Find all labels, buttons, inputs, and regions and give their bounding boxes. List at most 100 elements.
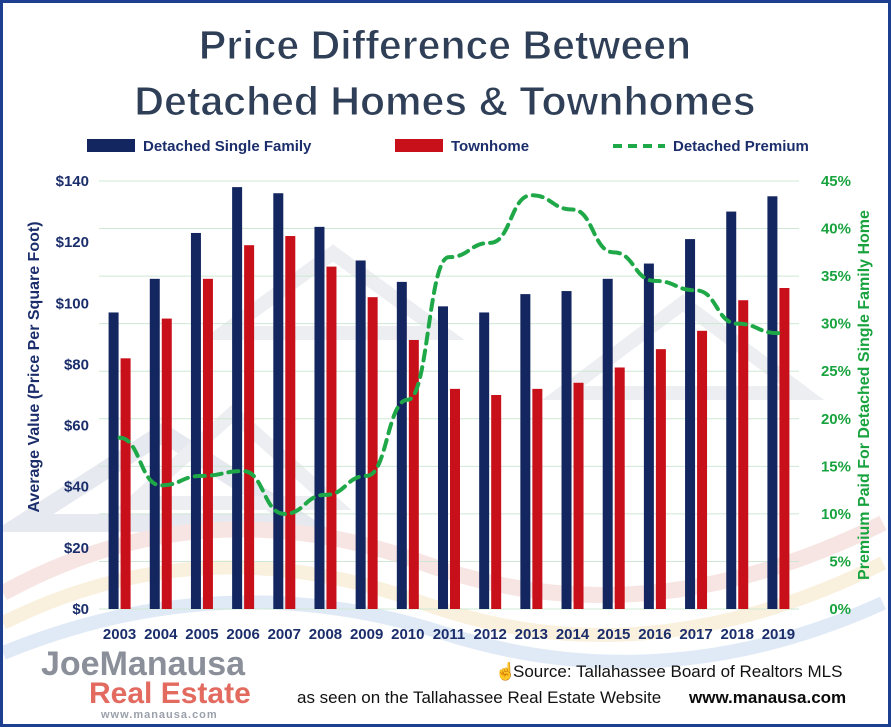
left-tick-label: $40 bbox=[64, 479, 89, 496]
bar-townhome bbox=[120, 358, 131, 609]
title-line-2: Detached Homes & Townhomes bbox=[134, 78, 755, 124]
gridlines bbox=[99, 180, 799, 610]
website-url-link[interactable]: www.manausa.com bbox=[688, 688, 846, 707]
bar-townhome bbox=[655, 349, 666, 609]
bar-townhome bbox=[285, 236, 296, 609]
right-tick-label: 25% bbox=[821, 363, 851, 380]
bar-detached bbox=[273, 193, 284, 609]
chart-canvas: Price Difference Between Detached Homes … bbox=[3, 22, 887, 721]
chart-title: Price Difference Between Detached Homes … bbox=[134, 22, 756, 125]
left-tick-label: $120 bbox=[56, 234, 89, 251]
legend-swatch-detached bbox=[87, 139, 135, 152]
left-tick-label: $140 bbox=[56, 173, 89, 190]
hand-pointer-icon: ☝ bbox=[495, 661, 516, 682]
right-tick-label: 40% bbox=[821, 221, 851, 238]
x-tick-label: 2009 bbox=[350, 626, 383, 643]
bar-detached bbox=[190, 232, 201, 609]
legend-label-townhome: Townhome bbox=[451, 138, 529, 155]
x-tick-label: 2017 bbox=[679, 626, 712, 643]
legend-swatch-townhome bbox=[395, 139, 443, 152]
website-line: as seen on the Tallahassee Real Estate W… bbox=[297, 688, 661, 707]
premium-line bbox=[117, 193, 781, 516]
bar-detached bbox=[561, 291, 572, 609]
bar-townhome bbox=[244, 245, 255, 609]
x-axis-ticks: 2003 2004 2005 2006 2007 2008 2009 2010 2011 2012… bbox=[103, 626, 795, 643]
x-tick-label: 2007 bbox=[268, 626, 301, 643]
bar-detached bbox=[232, 187, 243, 609]
logo-brand-part-b: Manausa bbox=[100, 645, 247, 683]
title-line-1: Price Difference Between bbox=[199, 22, 691, 68]
bar-detached bbox=[479, 312, 490, 609]
logo-text-web: www.manausa.com bbox=[100, 709, 218, 721]
bar-townhome bbox=[573, 382, 584, 609]
right-axis-ticks: 0% 5% 10% 15% 20% 25% 30% 35% 40% 45% bbox=[821, 173, 851, 618]
bar-townhome bbox=[614, 367, 625, 609]
bar-detached bbox=[685, 239, 696, 610]
right-tick-label: 5% bbox=[829, 553, 851, 570]
bar-detached bbox=[520, 294, 531, 609]
bar-detached bbox=[726, 211, 737, 610]
left-tick-label: $0 bbox=[72, 601, 89, 618]
bar-detached bbox=[355, 260, 366, 609]
bar-townhome bbox=[738, 300, 749, 609]
bar-detached bbox=[314, 226, 325, 609]
brand-logo: JoeManausa Real Estate www.manausa.com bbox=[41, 645, 251, 721]
bar-detached bbox=[602, 278, 613, 609]
left-tick-label: $20 bbox=[64, 540, 89, 557]
bar-townhome bbox=[326, 266, 337, 609]
premium-line-series bbox=[117, 193, 781, 516]
left-axis-title: Average Value (Price Per Square Foot) bbox=[26, 221, 43, 512]
bar-townhome bbox=[202, 278, 213, 609]
x-tick-label: 2011 bbox=[433, 626, 466, 643]
bar-detached bbox=[438, 306, 448, 609]
x-tick-label: 2003 bbox=[103, 626, 136, 643]
x-tick-label: 2012 bbox=[473, 626, 506, 643]
x-tick-label: 2015 bbox=[597, 626, 630, 643]
bar-detached bbox=[643, 263, 654, 609]
bar-townhome bbox=[408, 339, 419, 609]
x-tick-label: 2008 bbox=[309, 626, 342, 643]
x-tick-label: 2006 bbox=[226, 626, 259, 643]
right-tick-label: 15% bbox=[821, 458, 851, 475]
logo-brand-part-a: Joe bbox=[41, 645, 100, 683]
left-tick-label: $100 bbox=[56, 295, 89, 312]
x-tick-label: 2019 bbox=[762, 626, 795, 643]
left-axis-ticks: $0 $20 $40 $60 $80 $100 $120 $140 bbox=[56, 173, 89, 618]
right-tick-label: 20% bbox=[821, 411, 851, 428]
source-note: ☝ Source: Tallahassee Board of Realtors … bbox=[297, 661, 846, 707]
bar-detached bbox=[767, 196, 778, 610]
bar-townhome bbox=[532, 388, 543, 609]
left-tick-label: $60 bbox=[64, 418, 89, 435]
x-tick-label: 2005 bbox=[185, 626, 218, 643]
x-tick-label: 2004 bbox=[144, 626, 178, 643]
bar-series bbox=[108, 187, 790, 610]
source-line: Source: Tallahassee Board of Realtors ML… bbox=[513, 662, 842, 681]
x-tick-label: 2014 bbox=[556, 626, 590, 643]
logo-text-brand: JoeManausa bbox=[41, 645, 246, 683]
legend-label-premium: Detached Premium bbox=[673, 138, 809, 155]
bar-townhome bbox=[161, 318, 172, 609]
x-tick-label: 2013 bbox=[515, 626, 548, 643]
right-tick-label: 30% bbox=[821, 316, 851, 333]
bar-townhome bbox=[367, 297, 378, 609]
x-tick-label: 2010 bbox=[391, 626, 424, 643]
left-tick-label: $80 bbox=[64, 356, 89, 373]
x-tick-label: 2016 bbox=[638, 626, 671, 643]
bar-detached bbox=[396, 281, 407, 609]
right-tick-label: 10% bbox=[821, 506, 851, 523]
logo-text-real-estate: Real Estate bbox=[89, 677, 251, 710]
x-tick-label: 2018 bbox=[721, 626, 754, 643]
right-tick-label: 35% bbox=[821, 268, 851, 285]
right-tick-label: 0% bbox=[829, 601, 851, 618]
right-tick-label: 45% bbox=[821, 173, 851, 190]
bar-townhome bbox=[779, 288, 790, 609]
bar-detached bbox=[108, 312, 119, 609]
legend: Detached Single Family Townhome Detached… bbox=[87, 138, 809, 155]
bar-townhome bbox=[697, 330, 708, 609]
bar-townhome bbox=[450, 388, 460, 609]
bar-townhome bbox=[491, 395, 502, 609]
bar-detached bbox=[149, 278, 160, 609]
right-axis-title: Premium Paid For Detached Single Family … bbox=[856, 210, 873, 580]
legend-label-detached: Detached Single Family bbox=[143, 138, 312, 155]
